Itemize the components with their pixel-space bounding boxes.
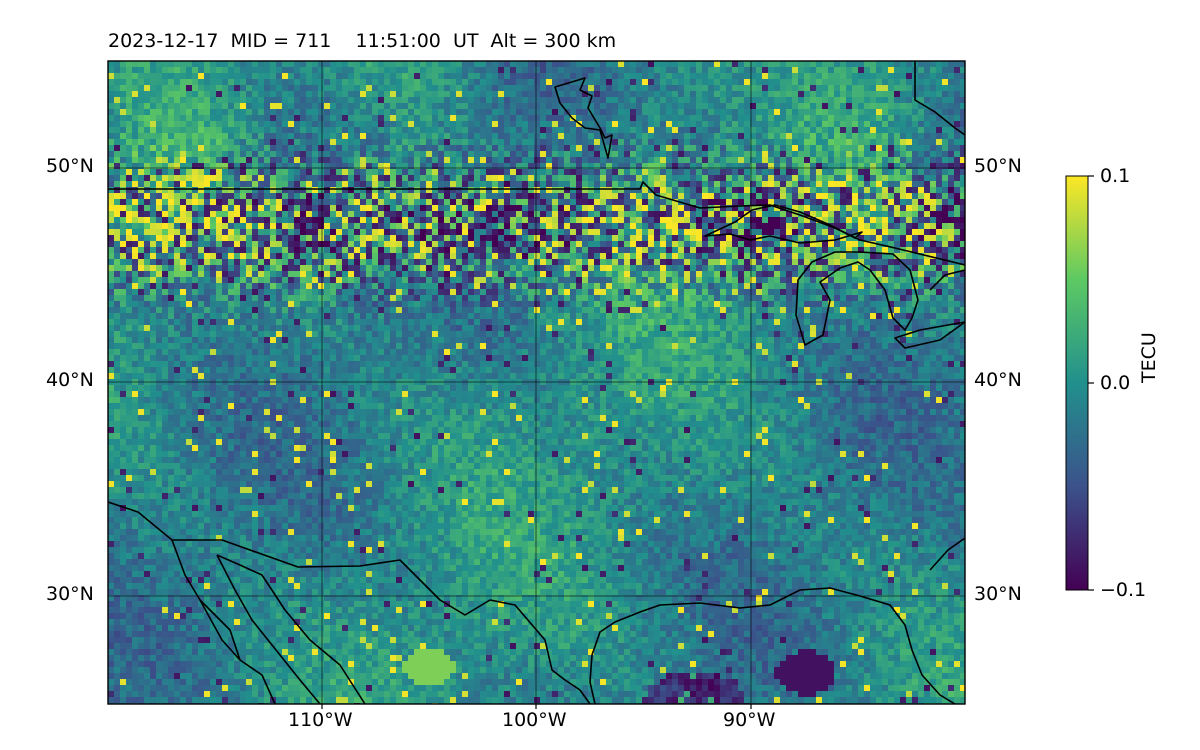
colorbar-tick-max: 0.1 [1100,165,1131,187]
hudson-bay-coast [554,77,613,159]
lon-tick-100w: 100°W [502,709,567,731]
lat-tick-left-30: 30°N [46,583,94,605]
florida-west-coast [929,537,965,571]
baja-california [171,539,366,704]
colorbar-label: TECU [1138,332,1160,383]
lon-tick-90w: 90°W [723,709,776,731]
lat-tick-left-40: 40°N [46,369,94,391]
lon-tick-110w: 110°W [288,709,353,731]
colorbar [1065,175,1089,591]
lat-tick-right-50: 50°N [974,155,1022,177]
lat-tick-left-50: 50°N [46,155,94,177]
mexico-border [108,501,591,704]
northeast-coast [914,61,965,136]
us-canada-border [108,181,965,266]
lake-erie-ontario [894,269,965,349]
lat-tick-right-30: 30°N [974,583,1022,605]
colorbar-tick-zero: 0.0 [1100,372,1131,394]
lake-superior [704,204,863,244]
lake-michigan-huron [795,251,919,346]
gulf-coast [589,587,956,704]
lat-tick-right-40: 40°N [974,369,1022,391]
colorbar-tick-min: −0.1 [1100,579,1147,601]
map-gridlines [108,61,965,704]
tec-heatmap [108,61,965,704]
map-title: 2023-12-17 MID = 711 11:51:00 UT Alt = 3… [108,30,617,52]
